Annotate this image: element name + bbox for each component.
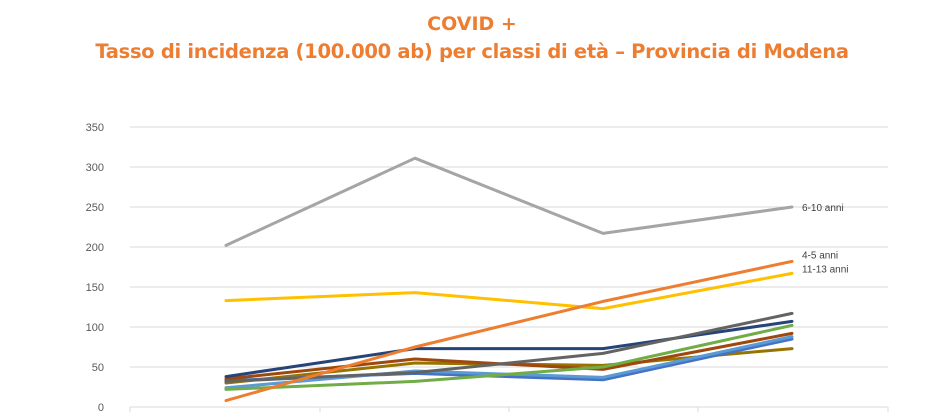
series-line [224, 156, 794, 247]
chart-subtitle: Tasso di incidenza (100.000 ab) per clas… [95, 40, 849, 63]
y-tick-label: 50 [92, 362, 104, 374]
series-line [224, 259, 794, 403]
y-tick-label: 350 [86, 122, 104, 134]
series-line [224, 311, 794, 383]
y-tick-label: 150 [86, 282, 104, 294]
y-tick-label: 0 [98, 402, 104, 412]
y-tick-label: 300 [86, 162, 104, 174]
series-end-label: 6-10 anni [802, 203, 844, 214]
series-labels: 6-10 anni 4-5 anni 11-13 anni [802, 203, 849, 275]
y-tick-label: 200 [86, 242, 104, 254]
series-lines [224, 156, 794, 403]
chart-title-block: COVID + Tasso di incidenza (100.000 ab) … [0, 10, 944, 66]
y-tick-label: 250 [86, 202, 104, 214]
y-axis-ticks: 0 50 100 150 200 250 300 350 [86, 122, 104, 412]
series-end-label: 11-13 anni [802, 264, 849, 275]
series-line [224, 319, 794, 379]
series-end-label: 4-5 anni [802, 250, 838, 261]
series-line [224, 323, 794, 391]
y-tick-label: 100 [86, 322, 104, 334]
series-line [224, 271, 794, 311]
gridlines [129, 126, 889, 412]
chart-title: COVID + [427, 13, 517, 35]
